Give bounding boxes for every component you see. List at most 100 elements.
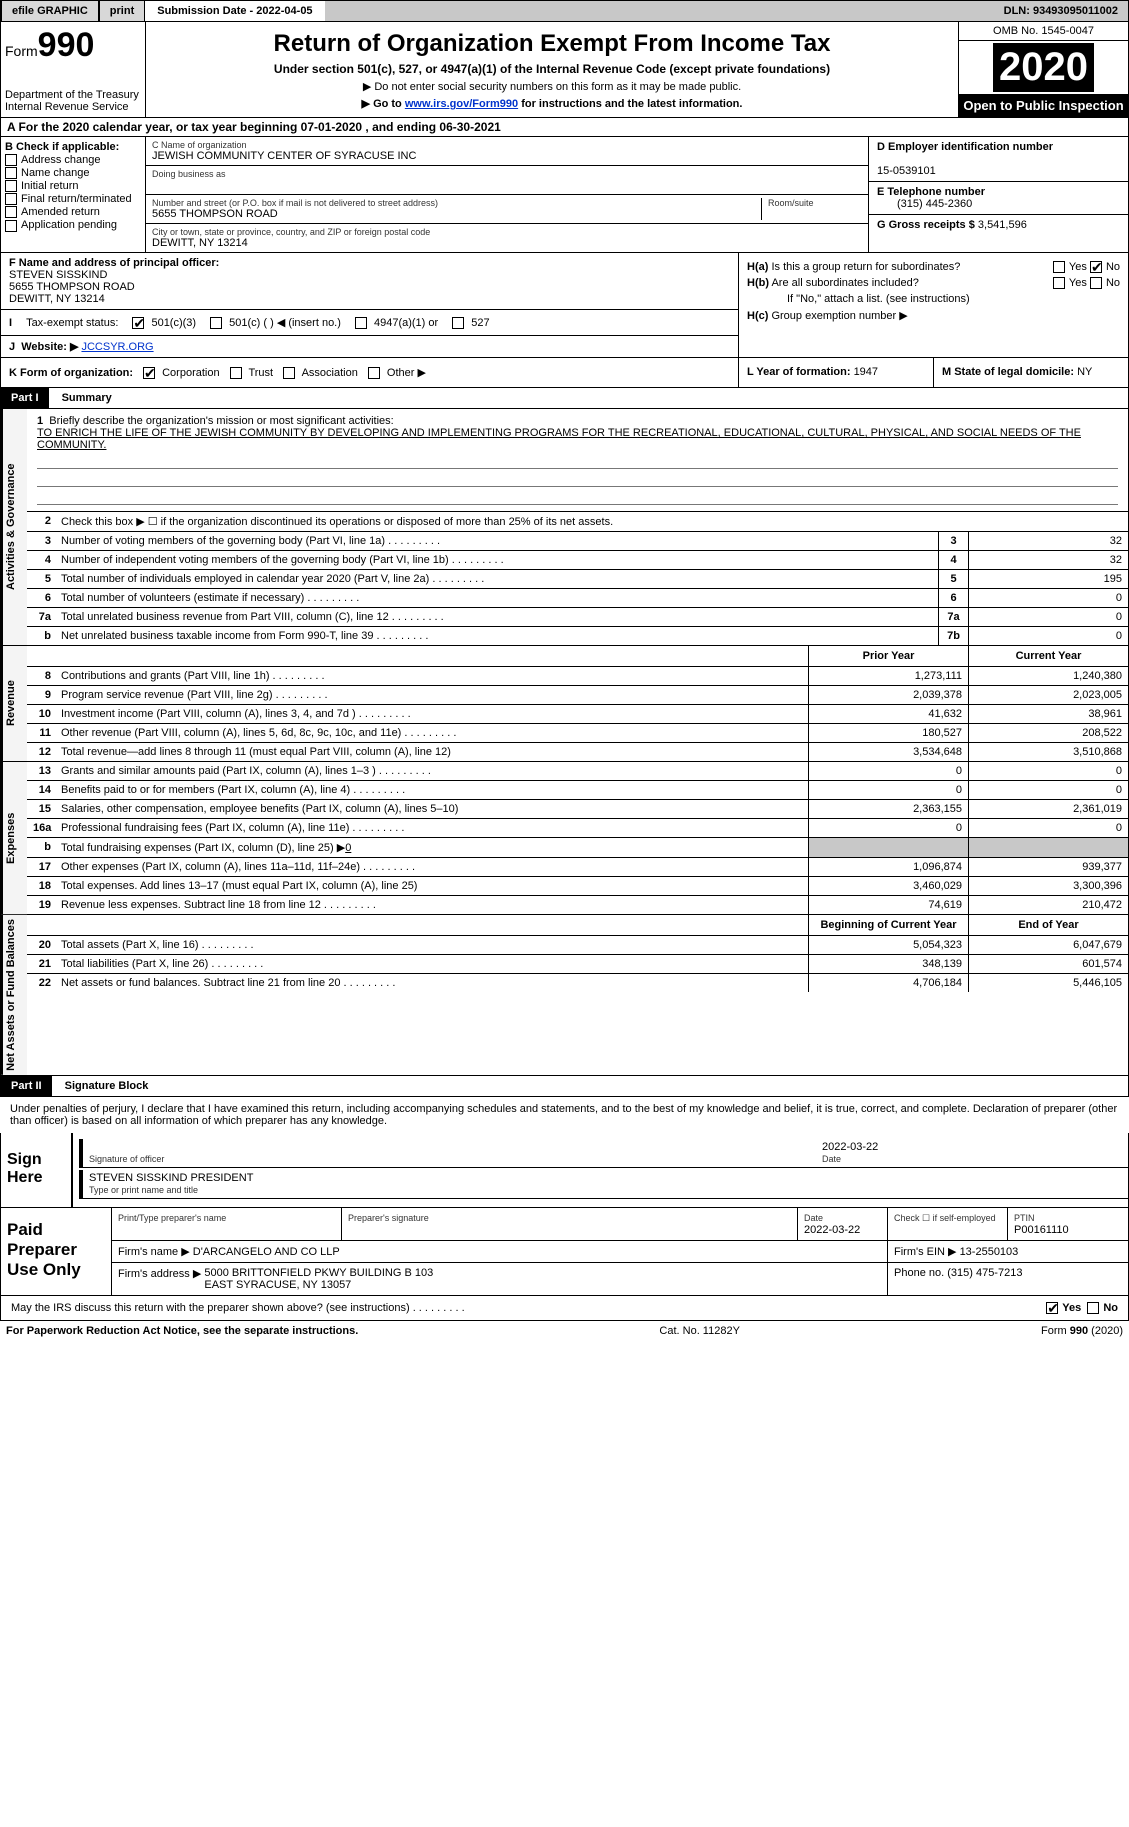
q7a-value: 0 [968,608,1128,626]
r10-row: 10Investment income (Part VIII, column (… [27,705,1128,724]
gross-label: G Gross receipts $ [877,219,978,231]
r8-row: 8Contributions and grants (Part VIII, li… [27,667,1128,686]
q5-row: 5Total number of individuals employed in… [27,570,1128,589]
firm-addr-label: Firm's address ▶ [118,1268,201,1280]
irs-link[interactable]: www.irs.gov/Form990 [405,98,518,110]
print-btn[interactable]: print [99,1,145,21]
hb-no-checkbox[interactable] [1090,277,1102,289]
r16a-py: 0 [808,819,968,837]
other-checkbox[interactable] [368,367,380,379]
ha-no-checkbox[interactable] [1090,261,1102,273]
r20-py: 5,054,323 [808,936,968,954]
netassets-header: Beginning of Current YearEnd of Year [27,915,1128,936]
r9-py: 2,039,378 [808,686,968,704]
r20-cy: 6,047,679 [968,936,1128,954]
self-employed: Check ☐ if self-employed [894,1213,996,1223]
501c-label: 501(c) ( ) ◀ (insert no.) [229,317,341,329]
r11-label: Other revenue (Part VIII, column (A), li… [57,724,808,742]
final-return-checkbox[interactable] [5,193,17,205]
gross-value: 3,541,596 [978,219,1027,231]
r14-label: Benefits paid to or for members (Part IX… [57,781,808,799]
501c3-checkbox[interactable] [132,317,144,329]
q1-mission: 1 Briefly describe the organization's mi… [27,409,1128,512]
pending-label: Application pending [21,219,117,231]
r17-py: 1,096,874 [808,858,968,876]
addr-change-checkbox[interactable] [5,154,17,166]
q3-value: 32 [968,532,1128,550]
f-addr2: DEWITT, NY 13214 [9,293,730,305]
may-irs-yes-checkbox[interactable] [1046,1302,1058,1314]
block-l-m: L Year of formation: 1947 M State of leg… [738,358,1128,387]
page-footer: For Paperwork Reduction Act Notice, see … [0,1321,1129,1341]
may-irs-row: May the IRS discuss this return with the… [0,1296,1129,1321]
r16b-py [808,838,968,857]
name-change-label: Name change [21,167,90,179]
dln-value: 93493095011002 [1033,5,1118,17]
q4-label: Number of independent voting members of … [57,551,938,569]
r17-label: Other expenses (Part IX, column (A), lin… [57,858,808,876]
netassets-col: Beginning of Current YearEnd of Year 20T… [27,915,1128,1075]
4947-checkbox[interactable] [355,317,367,329]
ha-yes-checkbox[interactable] [1053,261,1065,273]
may-irs-yes: Yes [1062,1302,1081,1314]
firm-addr: 5000 BRITTONFIELD PKWY BUILDING B 103 EA… [204,1267,433,1291]
line-a-end: 06-30-2021 [439,120,500,134]
paid-preparer-label: Paid Preparer Use Only [1,1208,111,1295]
q7b-row: bNet unrelated business taxable income f… [27,627,1128,645]
r8-cy: 1,240,380 [968,667,1128,685]
ha-text: Is this a group return for subordinates? [771,261,960,273]
efile-graphic-btn[interactable]: efile GRAPHIC [1,1,99,21]
part2-title: Signature Block [55,1080,149,1092]
form-title: Return of Organization Exempt From Incom… [150,30,954,58]
q1-text: TO ENRICH THE LIFE OF THE JEWISH COMMUNI… [37,427,1081,451]
q6-row: 6Total number of volunteers (estimate if… [27,589,1128,608]
527-checkbox[interactable] [452,317,464,329]
sign-here-label: Sign Here [1,1133,71,1207]
hb-label: H(b) [747,277,769,289]
501c3-label: 501(c)(3) [151,317,196,329]
curr-year-hdr: Current Year [968,646,1128,666]
vlabel-netassets: Net Assets or Fund Balances [1,915,27,1075]
vlabel-expenses: Expenses [1,762,27,914]
initial-return-checkbox[interactable] [5,180,17,192]
r9-row: 9Program service revenue (Part VIII, lin… [27,686,1128,705]
officer-sig-date: 2022-03-22 [822,1141,878,1153]
501c-checkbox[interactable] [210,317,222,329]
pending-checkbox[interactable] [5,220,17,232]
street-row: Number and street (or P.O. box if mail i… [146,195,868,224]
open-to-public: Open to Public Inspection [959,94,1128,117]
amended-checkbox[interactable] [5,206,17,218]
ptin-value: P00161110 [1014,1224,1069,1236]
gross-receipts-cell: G Gross receipts $ 3,541,596 [869,215,1128,235]
may-irs-no-checkbox[interactable] [1087,1302,1099,1314]
activities-col: 1 Briefly describe the organization's mi… [27,409,1128,645]
footer-mid: Cat. No. 11282Y [659,1325,740,1337]
ha-no: No [1106,261,1120,273]
hb-yes-checkbox[interactable] [1053,277,1065,289]
website-link[interactable]: JCCSYR.ORG [81,341,153,353]
assoc-checkbox[interactable] [283,367,295,379]
r20-label: Total assets (Part X, line 16) [57,936,808,954]
f-name: STEVEN SISSKIND [9,269,730,281]
trust-checkbox[interactable] [230,367,242,379]
corp-checkbox[interactable] [143,367,155,379]
street-label: Number and street (or P.O. box if mail i… [152,198,755,208]
form-subtitle-1: Under section 501(c), 527, or 4947(a)(1)… [150,62,954,76]
expenses-col: 13Grants and similar amounts paid (Part … [27,762,1128,914]
hc-label: H(c) [747,310,768,322]
r16a-label: Professional fundraising fees (Part IX, … [57,819,808,837]
hc-text: Group exemption number ▶ [771,310,907,322]
part2-label: Part II [1,1076,52,1096]
fhij-left: F Name and address of principal officer:… [1,253,738,357]
part1-title: Summary [52,392,112,404]
paid-main: Print/Type preparer's name Preparer's si… [111,1208,1128,1295]
r12-row: 12Total revenue—add lines 8 through 11 (… [27,743,1128,761]
footer-right: Form 990 (2020) [1041,1325,1123,1337]
org-name-row: C Name of organizationJEWISH COMMUNITY C… [146,137,868,166]
name-change-checkbox[interactable] [5,167,17,179]
block-b: B Check if applicable: Address change Na… [1,137,146,252]
i-label: Tax-exempt status: [26,317,118,329]
form-number: Form990 [5,26,141,65]
r19-row: 19Revenue less expenses. Subtract line 1… [27,896,1128,914]
r22-cy: 5,446,105 [968,974,1128,992]
